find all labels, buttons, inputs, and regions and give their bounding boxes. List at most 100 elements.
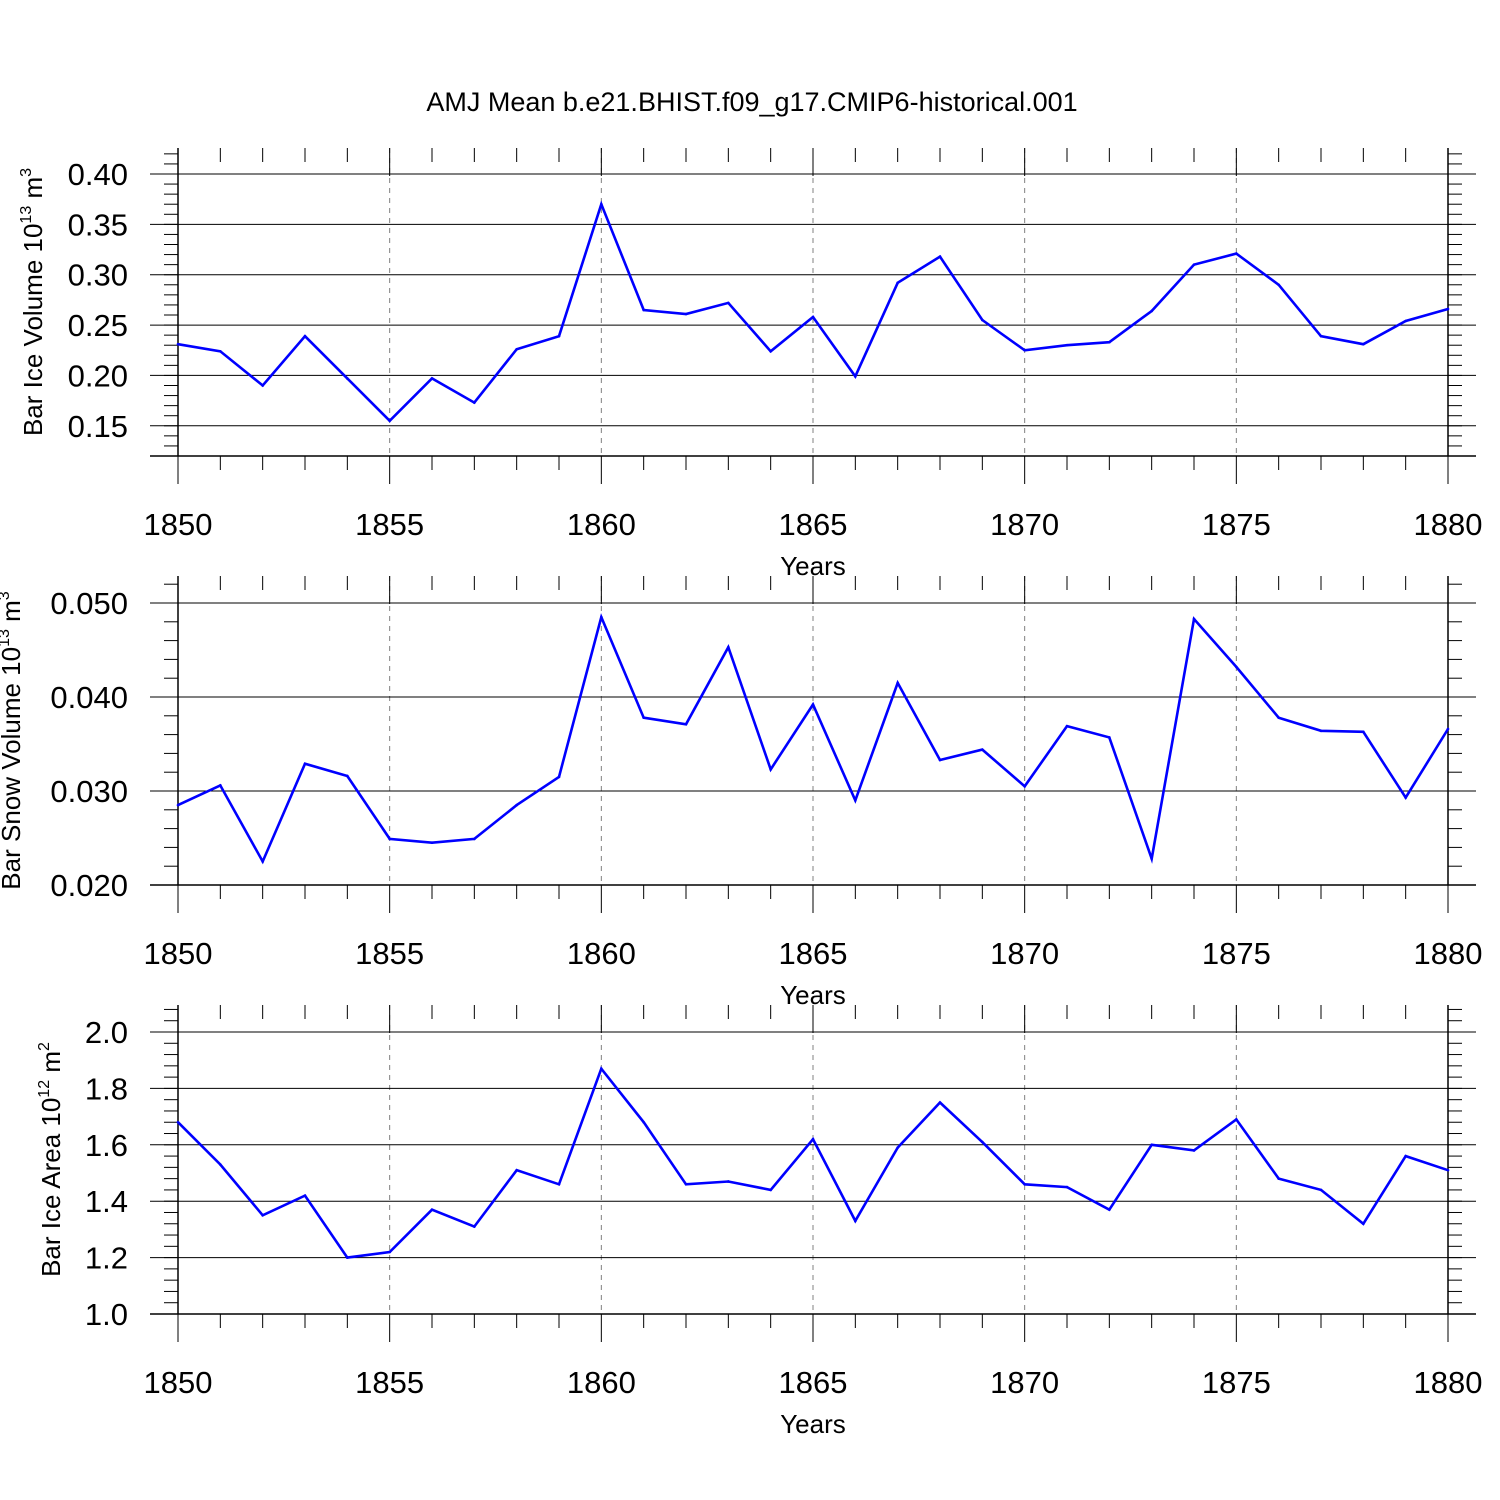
data-point-1866 <box>854 375 857 378</box>
data-point-1871 <box>1065 724 1069 728</box>
data-point-1873 <box>1150 857 1153 860</box>
y-tick-label: 0.050 <box>50 586 128 621</box>
y-tick-label: 0.020 <box>50 868 128 903</box>
x-tick-label: 1855 <box>355 507 424 542</box>
data-point-1859 <box>557 334 561 338</box>
data-point-1863 <box>727 645 730 649</box>
data-point-1859 <box>557 1182 561 1186</box>
data-point-1865 <box>811 703 815 706</box>
data-point-1872 <box>1108 736 1111 739</box>
data-point-1873 <box>1150 1143 1153 1147</box>
data-point-1863 <box>727 301 730 305</box>
data-point-1860 <box>600 202 603 206</box>
data-point-1866 <box>854 799 857 802</box>
x-tick-label: 1855 <box>355 936 424 971</box>
data-point-1878 <box>1362 342 1365 346</box>
data-point-1874 <box>1192 263 1196 266</box>
data-point-1852 <box>261 860 264 863</box>
data-point-1850 <box>176 342 180 346</box>
data-point-1873 <box>1150 309 1153 313</box>
data-point-1853 <box>303 762 307 766</box>
x-tick-label: 1880 <box>1414 1365 1483 1400</box>
data-point-1856 <box>430 377 434 380</box>
panel-snow-volume: 0.020 0.030 0.040 0.050 1850 1855 1860 1865 1870… <box>0 576 1482 1010</box>
data-point-1875 <box>1235 1118 1238 1121</box>
data-point-1880 <box>1446 307 1450 311</box>
data-point-1859 <box>557 775 561 779</box>
y-tick-label: 2.0 <box>85 1015 128 1050</box>
x-tick-label: 1860 <box>567 507 636 542</box>
data-point-1876 <box>1277 283 1280 287</box>
data-point-1880 <box>1446 727 1450 731</box>
data-point-1854 <box>346 377 349 380</box>
y-tick-label: 0.15 <box>68 409 128 444</box>
x-tick-label: 1865 <box>779 507 848 542</box>
data-point-1878 <box>1362 1222 1365 1226</box>
data-point-1864 <box>769 349 772 353</box>
data-point-1863 <box>727 1180 730 1183</box>
y-tick-label: 0.35 <box>68 207 128 242</box>
x-axis-label: Years <box>780 1409 846 1439</box>
data-point-1876 <box>1277 716 1280 719</box>
data-point-1875 <box>1235 665 1238 669</box>
panel-ice-area: 1.0 1.2 1.4 1.6 1.8 2.0 1850 1855 1860 1865 1870 18… <box>36 1005 1482 1439</box>
y-tick-label: 1.0 <box>85 1297 128 1332</box>
x-tick-label: 1875 <box>1202 507 1271 542</box>
data-point-1880 <box>1446 1168 1450 1172</box>
data-point-1874 <box>1192 1149 1196 1152</box>
y-axis-label: Bar Snow Volume 1013 m3 <box>0 591 26 890</box>
y-tick-label: 1.4 <box>85 1184 128 1219</box>
y-tick-label: 0.040 <box>50 680 128 715</box>
data-point-1865 <box>811 1137 815 1141</box>
data-point-1872 <box>1108 340 1111 344</box>
y-tick-label: 1.2 <box>85 1241 128 1276</box>
y-tick-label: 0.30 <box>68 258 128 293</box>
data-point-1851 <box>219 1163 222 1166</box>
data-point-1869 <box>981 318 984 322</box>
y-tick-label: 0.25 <box>68 308 128 343</box>
data-point-1868 <box>938 255 942 258</box>
y-tick-label: 0.030 <box>50 774 128 809</box>
data-point-1855 <box>388 1250 391 1254</box>
x-tick-label: 1860 <box>567 1365 636 1400</box>
panel-ice-volume: 0.15 0.20 0.25 0.30 0.35 0.40 1850 1855 1860 1865… <box>18 148 1482 581</box>
data-point-1862 <box>684 312 688 316</box>
data-point-1858 <box>515 347 518 351</box>
data-point-1874 <box>1192 617 1196 621</box>
data-point-1867 <box>896 1146 899 1149</box>
data-point-1853 <box>303 334 307 338</box>
x-tick-label: 1850 <box>144 936 213 971</box>
y-tick-label: 0.20 <box>68 358 128 393</box>
data-point-1877 <box>1319 729 1323 733</box>
x-tick-label: 1870 <box>990 507 1059 542</box>
data-point-1853 <box>303 1194 307 1197</box>
data-point-1869 <box>981 1140 984 1144</box>
data-point-1854 <box>346 774 349 778</box>
data-point-1875 <box>1235 252 1238 255</box>
x-tick-label: 1875 <box>1202 936 1271 971</box>
y-axis-label: Bar Ice Volume 1013 m3 <box>18 168 48 436</box>
data-point-1857 <box>473 1225 476 1228</box>
data-point-1862 <box>684 1182 688 1186</box>
data-point-1871 <box>1065 1185 1069 1189</box>
data-point-1865 <box>811 315 815 319</box>
x-tick-label: 1860 <box>567 936 636 971</box>
data-point-1858 <box>515 1168 518 1172</box>
data-point-1868 <box>938 758 942 762</box>
data-point-1866 <box>854 1219 857 1223</box>
data-point-1862 <box>684 722 688 726</box>
data-point-1850 <box>176 1120 180 1124</box>
x-tick-label: 1880 <box>1414 936 1483 971</box>
data-point-1861 <box>642 308 645 312</box>
data-point-1878 <box>1362 730 1365 734</box>
data-point-1870 <box>1023 348 1026 352</box>
data-point-1860 <box>600 1067 603 1070</box>
x-tick-label: 1865 <box>779 936 848 971</box>
data-point-1867 <box>896 281 899 285</box>
data-point-1858 <box>515 803 518 807</box>
figure-title: AMJ Mean b.e21.BHIST.f09_g17.CMIP6-histo… <box>426 87 1077 117</box>
x-tick-label: 1865 <box>779 1365 848 1400</box>
x-tick-label: 1870 <box>990 936 1059 971</box>
data-point-1868 <box>938 1101 942 1104</box>
